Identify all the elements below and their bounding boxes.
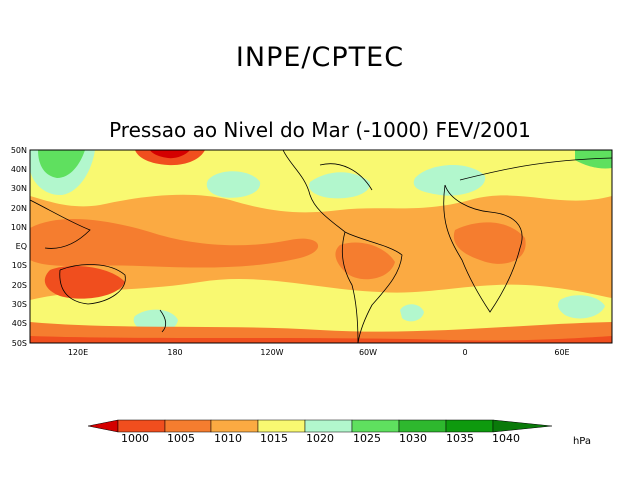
azores-high [413, 164, 486, 196]
lat-label: 50S [12, 339, 27, 348]
lat-label: 20S [12, 281, 27, 290]
coast-greenland-north-america [319, 163, 373, 191]
australia-low [44, 266, 125, 299]
africa-low [453, 222, 526, 264]
colorbar: 1000 1005 1010 1015 1020 1025 1030 1035 … [87, 419, 591, 447]
colorbar-level: 1025 [353, 432, 381, 445]
colorbar-level: 1035 [446, 432, 474, 445]
lat-label: 10N [11, 223, 27, 232]
coast-americas [282, 150, 403, 343]
map-frame [29, 149, 613, 344]
colorbar-level: 1005 [167, 432, 195, 445]
lat-label: 30N [11, 184, 27, 193]
colorbar-high-arrow [492, 419, 553, 433]
lon-label: 120E [68, 348, 88, 357]
colorbar-level: 1010 [214, 432, 242, 445]
coast-asia [30, 199, 91, 249]
colorbar-segment [398, 419, 447, 433]
lat-label: 10S [12, 261, 27, 270]
coastlines [30, 150, 612, 343]
colorbar-unit: hPa [573, 436, 591, 447]
colorbar-segment [257, 419, 306, 433]
colorbar-segment [117, 419, 166, 433]
lon-label: 60E [554, 348, 569, 357]
coast-south-america-east [341, 231, 359, 343]
maritime-continent-low [30, 219, 319, 268]
lat-label: 20N [11, 204, 27, 213]
colorbar-level: 1020 [306, 432, 334, 445]
longitude-axis: 120E 180 120W 60W 0 60E [68, 348, 570, 357]
south-atlantic-high [400, 304, 424, 322]
pressure-field [30, 150, 612, 343]
south-america-low [335, 242, 395, 280]
colorbar-segment [445, 419, 494, 433]
colorbar-level: 1030 [399, 432, 427, 445]
north-pacific-high [206, 171, 261, 198]
coast-eurasia [459, 157, 612, 181]
colorbar-low-arrow [87, 419, 119, 433]
coast-australia [59, 264, 126, 305]
north-american-high [309, 172, 371, 199]
lon-label: 120W [260, 348, 283, 357]
lon-label: 0 [462, 348, 467, 357]
colorbar-segment [351, 419, 400, 433]
aleutian-low-core [150, 150, 190, 159]
coast-new-zealand [159, 309, 166, 333]
colorbar-level: 1000 [121, 432, 149, 445]
colorbar-level: 1040 [492, 432, 520, 445]
lon-label: 60W [359, 348, 377, 357]
lat-label: EQ [16, 242, 27, 251]
map-subtitle: Pressao ao Nivel do Mar (-1000) FEV/2001 [109, 118, 531, 142]
lat-label: 40N [11, 165, 27, 174]
european-high [575, 150, 612, 169]
colorbar-segment [164, 419, 212, 433]
colorbar-segment [210, 419, 259, 433]
lon-label: 180 [167, 348, 182, 357]
colorbar-segment [304, 419, 353, 433]
lat-label: 50N [11, 146, 27, 155]
coast-africa [443, 184, 523, 313]
lat-label: 30S [12, 300, 27, 309]
latitude-axis: 50N 40N 30N 20N 10N EQ 10S 20S 30S 40S 5… [11, 146, 27, 348]
lat-label: 40S [12, 319, 27, 328]
antarctic-trough [30, 322, 612, 343]
siberian-high-core [38, 150, 85, 178]
indian-ocean-high [557, 295, 605, 319]
institution-title: INPE/CPTEC [235, 42, 405, 73]
antarctic-trough-core [30, 336, 612, 343]
colorbar-level: 1015 [260, 432, 288, 445]
